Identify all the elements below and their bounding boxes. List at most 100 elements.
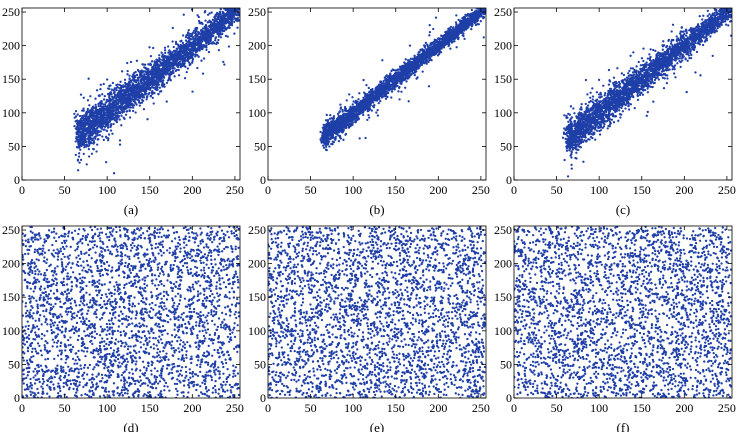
scatter-point bbox=[215, 18, 218, 21]
scatter-point bbox=[480, 5, 482, 7]
scatter-point bbox=[220, 25, 224, 28]
scatter-point bbox=[87, 147, 91, 151]
scatter-point bbox=[114, 100, 117, 103]
scatter-point bbox=[193, 29, 196, 32]
scatter-point bbox=[325, 145, 328, 148]
scatter-point bbox=[376, 109, 379, 112]
scatter-point bbox=[213, 21, 216, 24]
scatter-point bbox=[237, 0, 239, 1]
scatter-point bbox=[240, 3, 242, 5]
scatter-point bbox=[86, 109, 89, 112]
scatter-point bbox=[86, 116, 89, 119]
scatter-point bbox=[154, 66, 157, 69]
scatter-point bbox=[177, 74, 181, 77]
scatter-point bbox=[140, 98, 144, 102]
scatter-point bbox=[462, 34, 465, 38]
scatter-point bbox=[175, 47, 178, 50]
scatter-point bbox=[134, 98, 138, 101]
scatter-point bbox=[204, 9, 207, 13]
scatter-point bbox=[98, 107, 101, 110]
scatter-point bbox=[141, 89, 145, 93]
scatter-point bbox=[482, 4, 484, 6]
scatter-point bbox=[76, 125, 79, 128]
scatter-point bbox=[100, 123, 103, 127]
scatter-point bbox=[339, 103, 342, 106]
scatter-point bbox=[82, 152, 85, 156]
scatter-point bbox=[99, 83, 102, 86]
scatter-point bbox=[211, 42, 214, 45]
scatter-point bbox=[136, 68, 140, 72]
scatter-point bbox=[137, 76, 141, 79]
scatter-point bbox=[175, 42, 178, 45]
scatter-point bbox=[110, 114, 114, 117]
scatter-point bbox=[80, 120, 83, 123]
scatter-point bbox=[174, 69, 177, 73]
scatter-point bbox=[132, 76, 135, 79]
scatter-point bbox=[208, 19, 211, 22]
scatter-point bbox=[336, 112, 340, 116]
scatter-point bbox=[167, 51, 170, 54]
scatter-point bbox=[112, 109, 115, 113]
scatter-point bbox=[223, 15, 226, 19]
scatter-point bbox=[220, 17, 223, 20]
scatter-point bbox=[237, 5, 239, 7]
scatter-point bbox=[119, 80, 122, 83]
scatter-point bbox=[233, 4, 235, 6]
scatter-point bbox=[152, 65, 155, 69]
scatter-point bbox=[137, 99, 140, 102]
scatter-point bbox=[469, 5, 471, 7]
scatter-point bbox=[231, 0, 233, 2]
scatter-point bbox=[449, 25, 453, 29]
scatter-point bbox=[198, 22, 201, 25]
scatter-point bbox=[78, 152, 81, 155]
scatter-point bbox=[232, 0, 234, 2]
scatter-point bbox=[124, 105, 127, 108]
scatter-point bbox=[150, 91, 154, 94]
scatter-point bbox=[179, 57, 182, 61]
scatter-point bbox=[91, 105, 95, 109]
scatter-point bbox=[81, 109, 84, 112]
scatter-point bbox=[90, 152, 94, 155]
scatter-point bbox=[81, 114, 84, 118]
scatter-point bbox=[76, 128, 79, 131]
scatter-point bbox=[116, 92, 119, 95]
scatter-point bbox=[191, 32, 194, 35]
scatter-point bbox=[105, 129, 108, 132]
scatter-point bbox=[138, 73, 142, 77]
scatter-point bbox=[213, 25, 217, 29]
scatter-point bbox=[94, 124, 97, 128]
scatter-point bbox=[194, 55, 197, 58]
y-tick-label: 0 bbox=[14, 173, 20, 187]
scatter-point bbox=[145, 98, 148, 101]
scatter-point bbox=[128, 116, 132, 119]
scatter-point bbox=[236, 16, 239, 20]
scatter-point bbox=[99, 114, 103, 118]
scatter-point bbox=[112, 122, 115, 126]
scatter-point bbox=[131, 109, 135, 113]
scatter-point bbox=[99, 126, 102, 129]
scatter-point bbox=[156, 75, 160, 78]
scatter-point bbox=[205, 44, 208, 47]
scatter-point bbox=[150, 82, 154, 86]
scatter-point bbox=[329, 113, 332, 117]
scatter-point bbox=[440, 34, 443, 37]
scatter-point bbox=[76, 169, 80, 172]
scatter-point bbox=[143, 70, 147, 73]
scatter-point bbox=[222, 11, 225, 14]
scatter-point bbox=[219, 36, 223, 39]
scatter-point bbox=[135, 73, 139, 77]
scatter-point bbox=[237, 1, 239, 3]
scatter-point bbox=[179, 44, 182, 47]
scatter-point bbox=[205, 29, 208, 33]
scatter-point bbox=[196, 49, 199, 52]
scatter-point bbox=[146, 81, 150, 85]
scatter-point bbox=[121, 96, 124, 99]
scatter-point bbox=[115, 111, 118, 115]
scatter-point bbox=[124, 81, 127, 85]
scatter-point bbox=[230, 12, 233, 15]
scatter-point bbox=[179, 50, 182, 54]
scatter-point bbox=[150, 60, 154, 63]
scatter-point bbox=[233, 6, 235, 8]
scatter-point bbox=[152, 46, 155, 50]
scatter-point bbox=[237, 13, 240, 17]
